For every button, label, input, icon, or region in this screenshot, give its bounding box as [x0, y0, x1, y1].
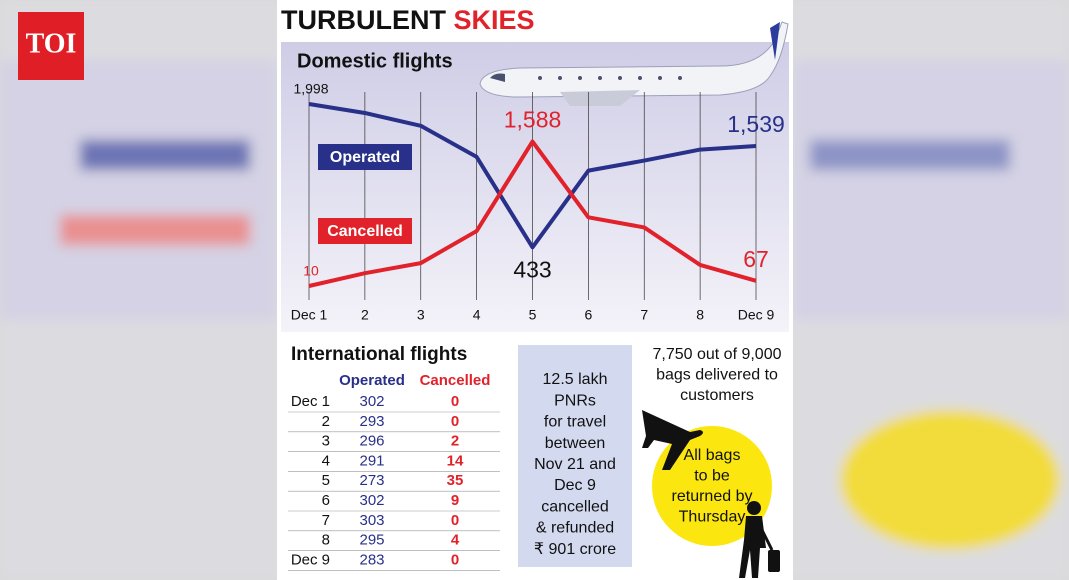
table-title: International flights: [291, 344, 467, 365]
bags-note: 7,750 out of 9,000 bags delivered to custo…: [653, 346, 782, 404]
table-cell: 291: [359, 452, 384, 469]
table-cell: 296: [359, 433, 384, 450]
traveller-icon: [739, 501, 780, 578]
table-cell: 0: [451, 393, 459, 410]
data-label: 1,588: [504, 107, 562, 133]
logo: TOI: [26, 28, 77, 59]
note-line: bags delivered to: [656, 367, 778, 384]
data-label: 67: [743, 246, 769, 272]
column-header: Operated: [339, 372, 405, 389]
airplane: [479, 21, 789, 106]
series-line: [308, 139, 757, 288]
table-cell: 0: [451, 413, 459, 430]
table-cell: 0: [451, 512, 459, 529]
data-label: 433: [513, 256, 551, 282]
table-cell: 303: [359, 512, 384, 529]
legend-label: Operated: [330, 149, 400, 166]
table-cell: 295: [359, 532, 384, 549]
table-cell: 14: [447, 452, 464, 469]
note-line: ₹ 901 crore: [534, 541, 616, 558]
table-cell: 7: [322, 512, 330, 529]
x-tick-label: Dec 9: [738, 307, 775, 323]
table-cell: 2: [451, 433, 459, 450]
note-line: between: [545, 435, 606, 452]
table-cell: 5: [322, 472, 330, 489]
title-red: SKIES: [454, 5, 535, 35]
note-line: 7,750 out of 9,000: [653, 346, 782, 363]
x-tick-label: 6: [584, 307, 592, 323]
table-cell: 4: [322, 452, 330, 469]
table: Operated Cancelled Dec 1 302 0 2 293 0 3 296 2 4 291…: [288, 372, 500, 571]
x-tick-label: 2: [361, 307, 369, 323]
line-chart: Dec 1 2 3 4 5 6 7 8 Dec 91,9984331,539101,58867O…: [291, 81, 785, 323]
table-cell: 2: [322, 413, 330, 430]
legend-box: [318, 144, 412, 170]
data-label: 1,998: [293, 81, 328, 97]
legend-label: Cancelled: [327, 223, 403, 240]
note-line: Nov 21 and: [534, 456, 616, 473]
note-line: & refunded: [536, 520, 614, 537]
legend-box: [318, 218, 412, 244]
table-cell: 8: [322, 532, 330, 549]
x-tick-label: Dec 1: [291, 307, 328, 323]
table-cell: 283: [359, 551, 384, 568]
note-line: returned by: [672, 488, 753, 505]
plane-icon: [642, 410, 703, 470]
table-cell: 3: [322, 433, 330, 450]
table-cell: 6: [322, 492, 330, 509]
chart-title: Domestic flights: [297, 50, 453, 72]
table-cell: Dec 9: [291, 551, 330, 568]
table-cell: 302: [359, 492, 384, 509]
note-line: for travel: [544, 414, 606, 431]
series-line: [308, 102, 757, 250]
x-tick-label: 4: [473, 307, 481, 323]
data-label: 10: [303, 263, 319, 279]
table-cell: 293: [359, 413, 384, 430]
pnr-note: 12.5 lakh PNRs for travel between Nov 21 and…: [534, 371, 616, 558]
table-cell: 4: [451, 532, 460, 549]
table-cell: 35: [447, 472, 464, 489]
note-line: to be: [694, 468, 730, 485]
table-cell: 9: [451, 492, 459, 509]
data-label: 1,539: [727, 111, 785, 137]
note-line: cancelled: [541, 498, 609, 515]
title-dark: TURBULENT: [281, 5, 446, 35]
note-line: 12.5 lakh: [543, 371, 608, 388]
table-cell: 0: [451, 551, 459, 568]
table-cell: Dec 1: [291, 393, 330, 410]
x-tick-label: 7: [640, 307, 648, 323]
callout-circle: [652, 426, 772, 546]
table-cell: 302: [359, 393, 384, 410]
note-line: customers: [680, 387, 754, 404]
note-line: All bags: [684, 447, 741, 464]
note-line: Dec 9: [554, 477, 596, 494]
x-tick-label: 5: [529, 307, 537, 323]
table-cell: 273: [359, 472, 384, 489]
bags-callout: All bags to be returned by Thursday: [672, 447, 753, 526]
logo-box: [18, 12, 84, 80]
note-line: Thursday: [679, 509, 746, 526]
column-header: Cancelled: [420, 372, 491, 389]
title: TURBULENT SKIES: [281, 5, 535, 35]
pnr-box: [518, 345, 632, 567]
x-tick-label: 3: [417, 307, 425, 323]
x-tick-label: 8: [696, 307, 704, 323]
note-line: PNRs: [554, 392, 596, 409]
